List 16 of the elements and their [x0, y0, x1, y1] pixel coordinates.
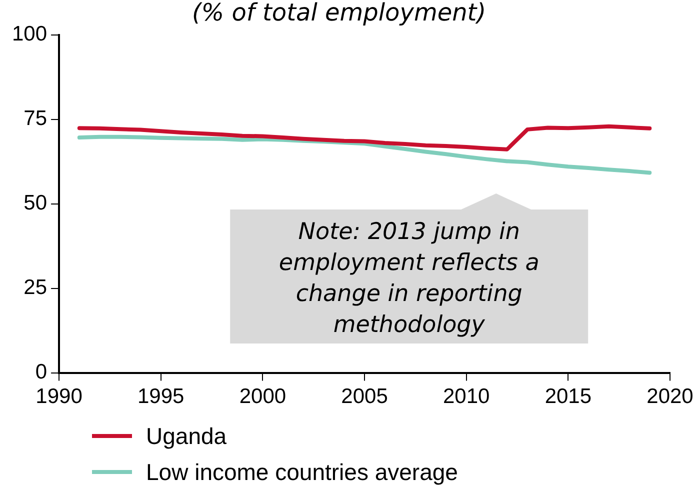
x-tick-label: 2005 — [341, 385, 388, 408]
y-tick-label: 100 — [12, 22, 48, 46]
chart-title: (% of total employment) — [192, 0, 486, 27]
y-tick-label: 25 — [24, 276, 48, 300]
legend-label: Uganda — [146, 422, 227, 450]
x-tick-label: 1990 — [36, 385, 82, 408]
y-tick-label: 50 — [24, 192, 48, 215]
x-tick-label: 2000 — [239, 385, 286, 408]
y-tick-label: 75 — [24, 107, 48, 130]
x-tick-label: 2020 — [646, 385, 694, 408]
x-tick-label: 2010 — [442, 385, 490, 408]
legend-label: Low income countries average — [146, 458, 458, 486]
x-tick-label: 2015 — [544, 385, 592, 408]
annotation: Note: 2013 jump in employment reflects a change in reporting methodology — [278, 219, 540, 338]
y-tick-label: 0 — [35, 360, 48, 384]
x-tick-label: 1995 — [138, 385, 184, 408]
